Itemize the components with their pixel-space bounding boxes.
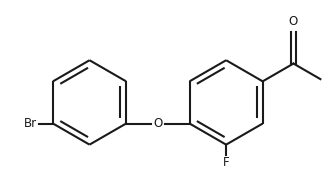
Text: O: O	[289, 15, 298, 28]
Text: F: F	[223, 156, 229, 169]
Text: O: O	[153, 117, 163, 130]
Text: Br: Br	[24, 117, 38, 130]
